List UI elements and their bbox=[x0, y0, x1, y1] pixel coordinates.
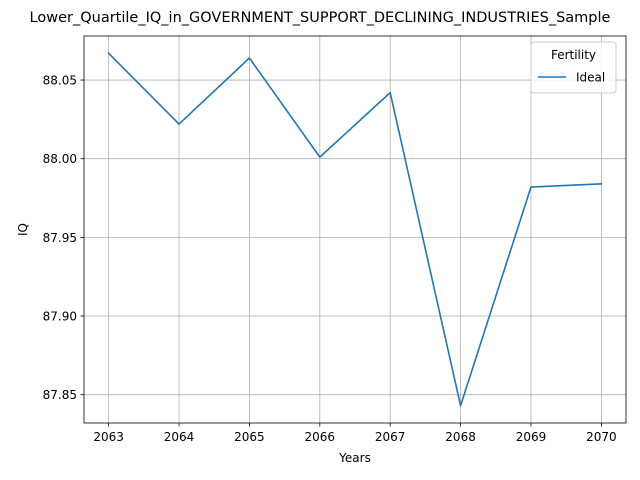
legend-label: Ideal bbox=[576, 71, 605, 85]
x-tick-label: 2068 bbox=[445, 430, 476, 444]
x-tick-label: 2069 bbox=[516, 430, 547, 444]
legend: Fertility Ideal bbox=[530, 41, 617, 94]
y-tick-label: 87.90 bbox=[43, 310, 77, 324]
x-tick-label: 2070 bbox=[586, 430, 617, 444]
series-line bbox=[107, 52, 603, 407]
x-tick-label: 2066 bbox=[305, 430, 336, 444]
x-axis-ticks: 2063 2064 2065 2066 2067 2068 2069 2070 bbox=[93, 423, 617, 444]
x-tick-label: 2063 bbox=[93, 430, 124, 444]
y-tick-label: 88.05 bbox=[43, 74, 77, 88]
grid bbox=[84, 36, 626, 423]
chart-title: Lower_Quartile_IQ_in_GOVERNMENT_SUPPORT_… bbox=[30, 10, 611, 26]
plot-area bbox=[83, 35, 627, 424]
y-axis-ticks: 87.85 87.90 87.95 88.00 88.05 bbox=[43, 74, 84, 402]
legend-title: Fertility bbox=[551, 48, 596, 62]
x-tick-label: 2064 bbox=[164, 430, 195, 444]
y-tick-label: 88.00 bbox=[43, 152, 77, 166]
x-axis-label: Years bbox=[338, 451, 371, 465]
x-tick-label: 2067 bbox=[375, 430, 406, 444]
legend-box bbox=[530, 41, 617, 94]
y-axis-label: IQ bbox=[16, 223, 30, 236]
plot-series bbox=[107, 52, 603, 407]
legend-entries: Ideal bbox=[538, 71, 605, 85]
x-tick-label: 2065 bbox=[234, 430, 265, 444]
y-tick-label: 87.95 bbox=[43, 231, 77, 245]
y-tick-label: 87.85 bbox=[43, 388, 77, 402]
